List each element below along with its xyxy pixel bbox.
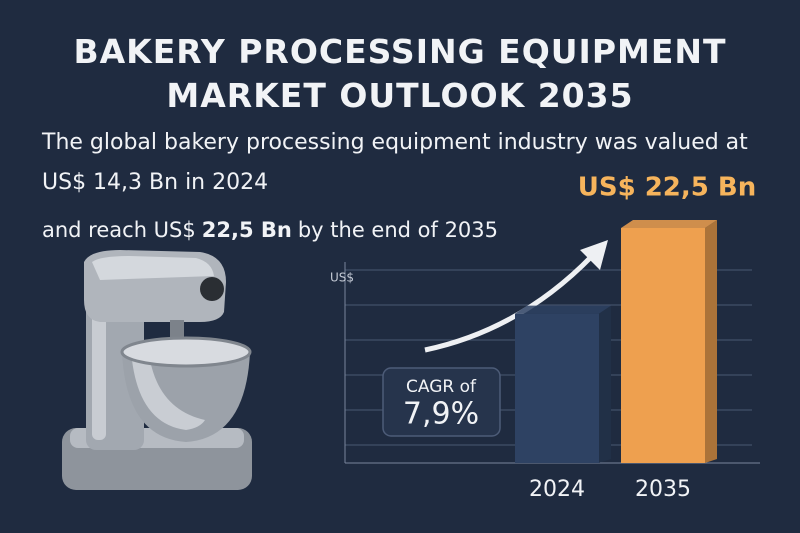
cagr-box: [382, 367, 501, 437]
bar-top: [621, 220, 717, 228]
subtitle: US$ 14,3 Bn in 2024: [42, 170, 269, 195]
bar: [515, 313, 599, 463]
arrow-head: [580, 240, 608, 270]
value-label: US$ 22,5 Bn: [578, 173, 757, 203]
growth-arrow: [424, 254, 594, 353]
text: and reach US$: [42, 218, 196, 242]
mixer-illustration: [62, 250, 252, 490]
cagr-value: 7,9%: [403, 397, 479, 432]
bar-side: [705, 220, 717, 463]
y-axis-label: US$: [330, 271, 354, 285]
forecast-text: and reach US$ 22,5 Bn by the end of 2035: [42, 218, 498, 242]
subtitle: The global bakery processing equipment i…: [42, 130, 748, 155]
title: BAKERY PROCESSING EQUIPMENT MARKET OUTLO…: [73, 32, 727, 115]
text-bold: 22,5 Bn: [201, 218, 292, 242]
x-tick-label: 2024: [529, 477, 585, 502]
x-tick-label: 2035: [635, 477, 691, 502]
cagr-label: CAGR of: [406, 377, 477, 397]
bar: [621, 228, 705, 463]
bar-side: [599, 305, 611, 463]
bar-top: [515, 305, 611, 314]
text: by the end of 2035: [297, 218, 499, 242]
